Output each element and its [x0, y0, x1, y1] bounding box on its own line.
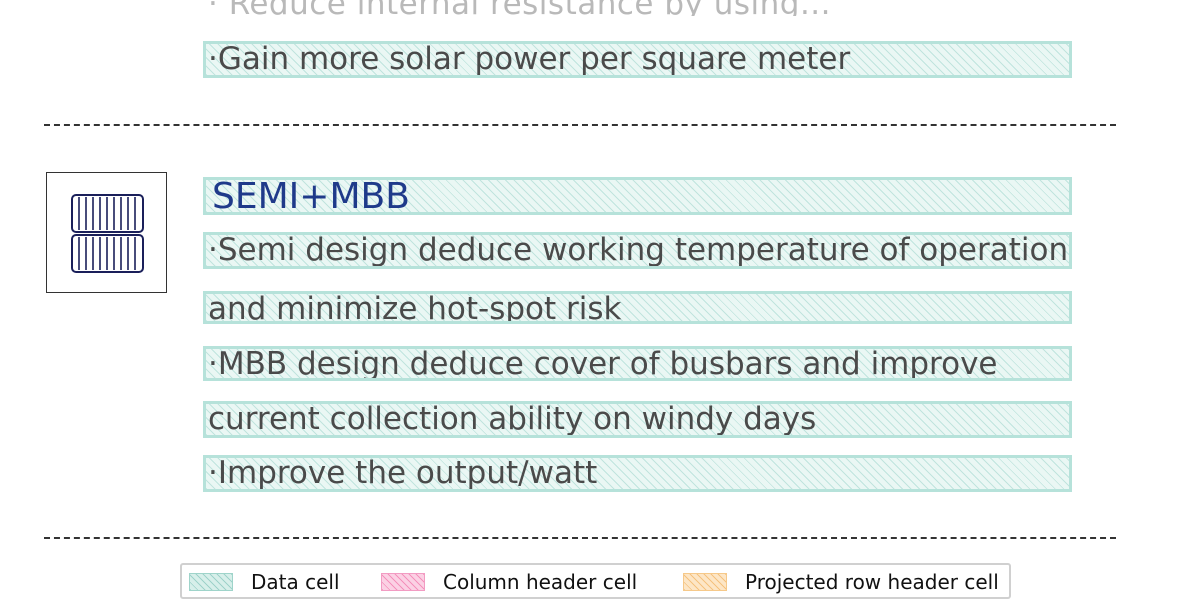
data-cell-line-4: current collection ability on windy days: [203, 401, 1072, 438]
section-divider-top: [44, 124, 1116, 126]
column-header-swatch: [381, 573, 425, 591]
legend-item-column-header: Column header cell: [381, 570, 637, 594]
section-divider-bottom: [44, 537, 1116, 539]
solar-panel-graphic: [71, 194, 144, 273]
data-cell-line-2: and minimize hot-spot risk: [203, 291, 1072, 324]
data-cell-line-3: ·MBB design deduce cover of busbars and …: [203, 346, 1072, 381]
data-cell-line-5: ·Improve the output/watt: [203, 455, 1072, 492]
half-cell-solar-panel-icon: [46, 172, 167, 293]
legend-label: Column header cell: [443, 570, 638, 594]
projected-row-header-swatch: [683, 573, 727, 591]
cut-off-text-line: · Reduce internal resistance by using...: [208, 0, 831, 16]
legend-item-projected-row-header: Projected row header cell: [683, 570, 999, 594]
legend: Data cell Column header cell Projected r…: [180, 563, 1011, 599]
legend-label: Projected row header cell: [745, 570, 999, 594]
data-cell-swatch: [189, 573, 233, 591]
section-title-semi-mbb: SEMI+MBB: [203, 177, 1072, 215]
legend-label: Data cell: [251, 570, 340, 594]
data-cell-line-1: ·Semi design deduce working temperature …: [203, 232, 1072, 269]
data-cell-solar-power: ·Gain more solar power per square meter: [203, 41, 1072, 78]
legend-item-data-cell: Data cell: [189, 570, 340, 594]
